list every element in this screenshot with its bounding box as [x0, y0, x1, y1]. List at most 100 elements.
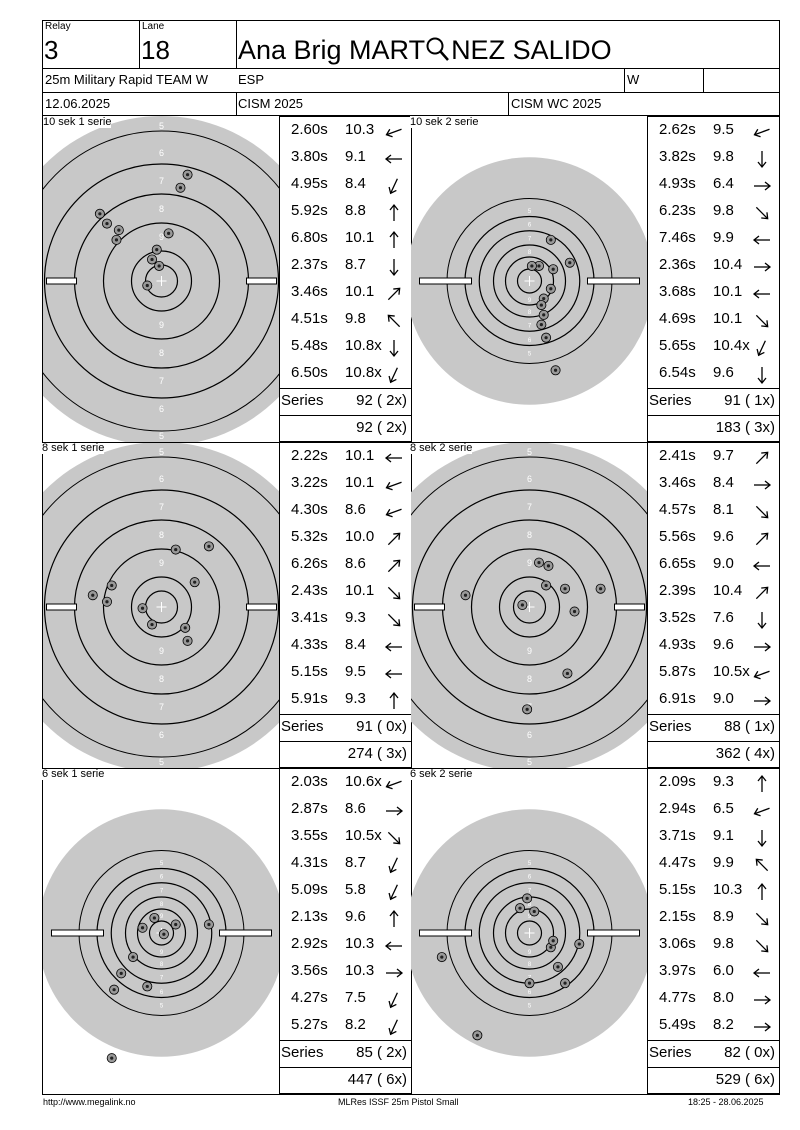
panel-3: 5 5 6 6 7 7 8 8 9 9 8 sek 1 serie 2.22s 10.1 3.22s 10.… [42, 442, 412, 768]
shot-score: 10.8x [345, 364, 382, 381]
svg-text:9: 9 [159, 232, 164, 242]
shot-direction-arrow-icon [384, 154, 402, 164]
shot-hole [137, 922, 148, 933]
shot-hole [142, 280, 153, 291]
shot-score: 10.5x [713, 663, 750, 680]
shot-time: 3.22s [291, 474, 328, 491]
shot-score: 6.0 [713, 962, 734, 979]
svg-text:8: 8 [159, 674, 164, 684]
shot-direction-arrow-icon [389, 203, 399, 221]
shot-time: 2.13s [291, 908, 328, 925]
gender: W [627, 72, 640, 87]
svg-text:9: 9 [528, 914, 532, 920]
shot-hole [560, 583, 571, 594]
shot-score: 8.2 [713, 1016, 734, 1033]
shot-time: 2.62s [659, 121, 696, 138]
shot-row: 5.27s 8.2 [279, 1012, 411, 1039]
shot-time: 5.09s [291, 881, 328, 898]
shot-direction-arrow-icon [752, 561, 770, 571]
target-ring-numbers: 5 5 6 6 7 7 8 8 9 9 [159, 447, 164, 767]
event-name: 25m Military Rapid TEAM W [45, 72, 209, 87]
shot-row: 6.23s 9.8 [647, 198, 779, 225]
target-right-marker [246, 603, 277, 611]
shot-row: 2.36s 10.4 [647, 252, 779, 279]
panel-title: 8 sek 2 serie [410, 442, 473, 454]
shot-row: 5.15s 10.3 [647, 877, 779, 904]
svg-text:7: 7 [160, 889, 164, 895]
shot-direction-arrow-icon [388, 1019, 398, 1036]
shot-time: 3.46s [291, 283, 328, 300]
shot-time: 5.87s [659, 663, 696, 680]
svg-text:6: 6 [528, 990, 532, 996]
shot-time: 2.41s [659, 447, 696, 464]
shot-time: 3.68s [659, 283, 696, 300]
svg-text:8: 8 [159, 204, 164, 214]
shot-row: 2.41s 9.7 [647, 443, 779, 470]
shot-hole [151, 244, 162, 255]
svg-text:8: 8 [159, 348, 164, 358]
shooter-name: Ana Brig MART NEZ SALIDO [238, 35, 612, 65]
shot-hole [101, 596, 112, 607]
target-ring-numbers: 5 5 6 6 7 7 8 8 9 9 [159, 121, 164, 441]
shot-score: 10.6x [345, 773, 382, 790]
shot-score: 10.4x [713, 337, 750, 354]
shot-hole [526, 260, 537, 271]
svg-text:6: 6 [528, 874, 532, 880]
shot-row: 3.56s 10.3 [279, 958, 411, 985]
panel-title: 6 sek 2 serie [410, 768, 473, 780]
series-label: Series [281, 392, 324, 409]
shot-score: 8.7 [345, 854, 366, 871]
shot-row: 2.39s 10.4 [647, 578, 779, 605]
shot-direction-arrow-icon [388, 178, 398, 195]
shot-hole [522, 704, 533, 715]
shot-hole [106, 580, 117, 591]
svg-text:5: 5 [160, 1003, 164, 1009]
shot-time: 5.15s [659, 881, 696, 898]
shot-time: 4.47s [659, 854, 696, 871]
footer-software: MLRes ISSF 25m Pistol Small [338, 1097, 459, 1107]
shot-time: 6.26s [291, 555, 328, 572]
target-left-marker [414, 603, 445, 611]
shot-direction-arrow-icon [385, 128, 402, 138]
target-right-marker [219, 929, 272, 937]
shot-direction-arrow-icon [388, 367, 398, 384]
shot-direction-arrow-icon [384, 642, 402, 652]
shot-score: 9.8 [713, 935, 734, 952]
shot-hole [595, 583, 606, 594]
shot-row: 5.15s 9.5 [279, 659, 411, 686]
svg-text:8: 8 [528, 902, 532, 908]
svg-text:9: 9 [159, 320, 164, 330]
shot-hole [111, 234, 122, 245]
shot-score: 10.1 [713, 283, 743, 300]
shot-direction-arrow-icon [384, 453, 402, 463]
shot-time: 2.87s [291, 800, 328, 817]
series-label: Series [649, 1044, 692, 1061]
shot-time: 4.51s [291, 310, 328, 327]
lane-label: Lane [142, 21, 165, 32]
footer-website[interactable]: http://www.megalink.no [43, 1097, 136, 1107]
shot-row: 2.09s 9.3 [647, 769, 779, 796]
shot-time: 4.93s [659, 175, 696, 192]
shot-hole [564, 257, 575, 268]
target-left-marker [46, 603, 77, 611]
shot-score: 9.9 [713, 229, 734, 246]
shot-row: 7.46s 9.9 [647, 225, 779, 252]
shot-score: 8.9 [713, 908, 734, 925]
shot-time: 5.15s [291, 663, 328, 680]
shot-direction-arrow-icon [754, 1022, 772, 1032]
shot-time: 4.93s [659, 636, 696, 653]
running-total: 183 ( 3x) [715, 419, 775, 436]
shot-time: 5.91s [291, 690, 328, 707]
shot-direction-arrow-icon [389, 340, 399, 358]
shooter-name-first: Ana Brig MART [238, 35, 426, 65]
series-label: Series [281, 1044, 324, 1061]
shot-direction-arrow-icon [755, 532, 769, 546]
svg-text:9: 9 [160, 914, 164, 920]
shot-hole [94, 208, 105, 219]
svg-text:8: 8 [527, 530, 532, 540]
svg-text:5: 5 [527, 447, 532, 457]
shot-score: 9.1 [345, 148, 366, 165]
shot-score: 10.0 [345, 528, 375, 545]
